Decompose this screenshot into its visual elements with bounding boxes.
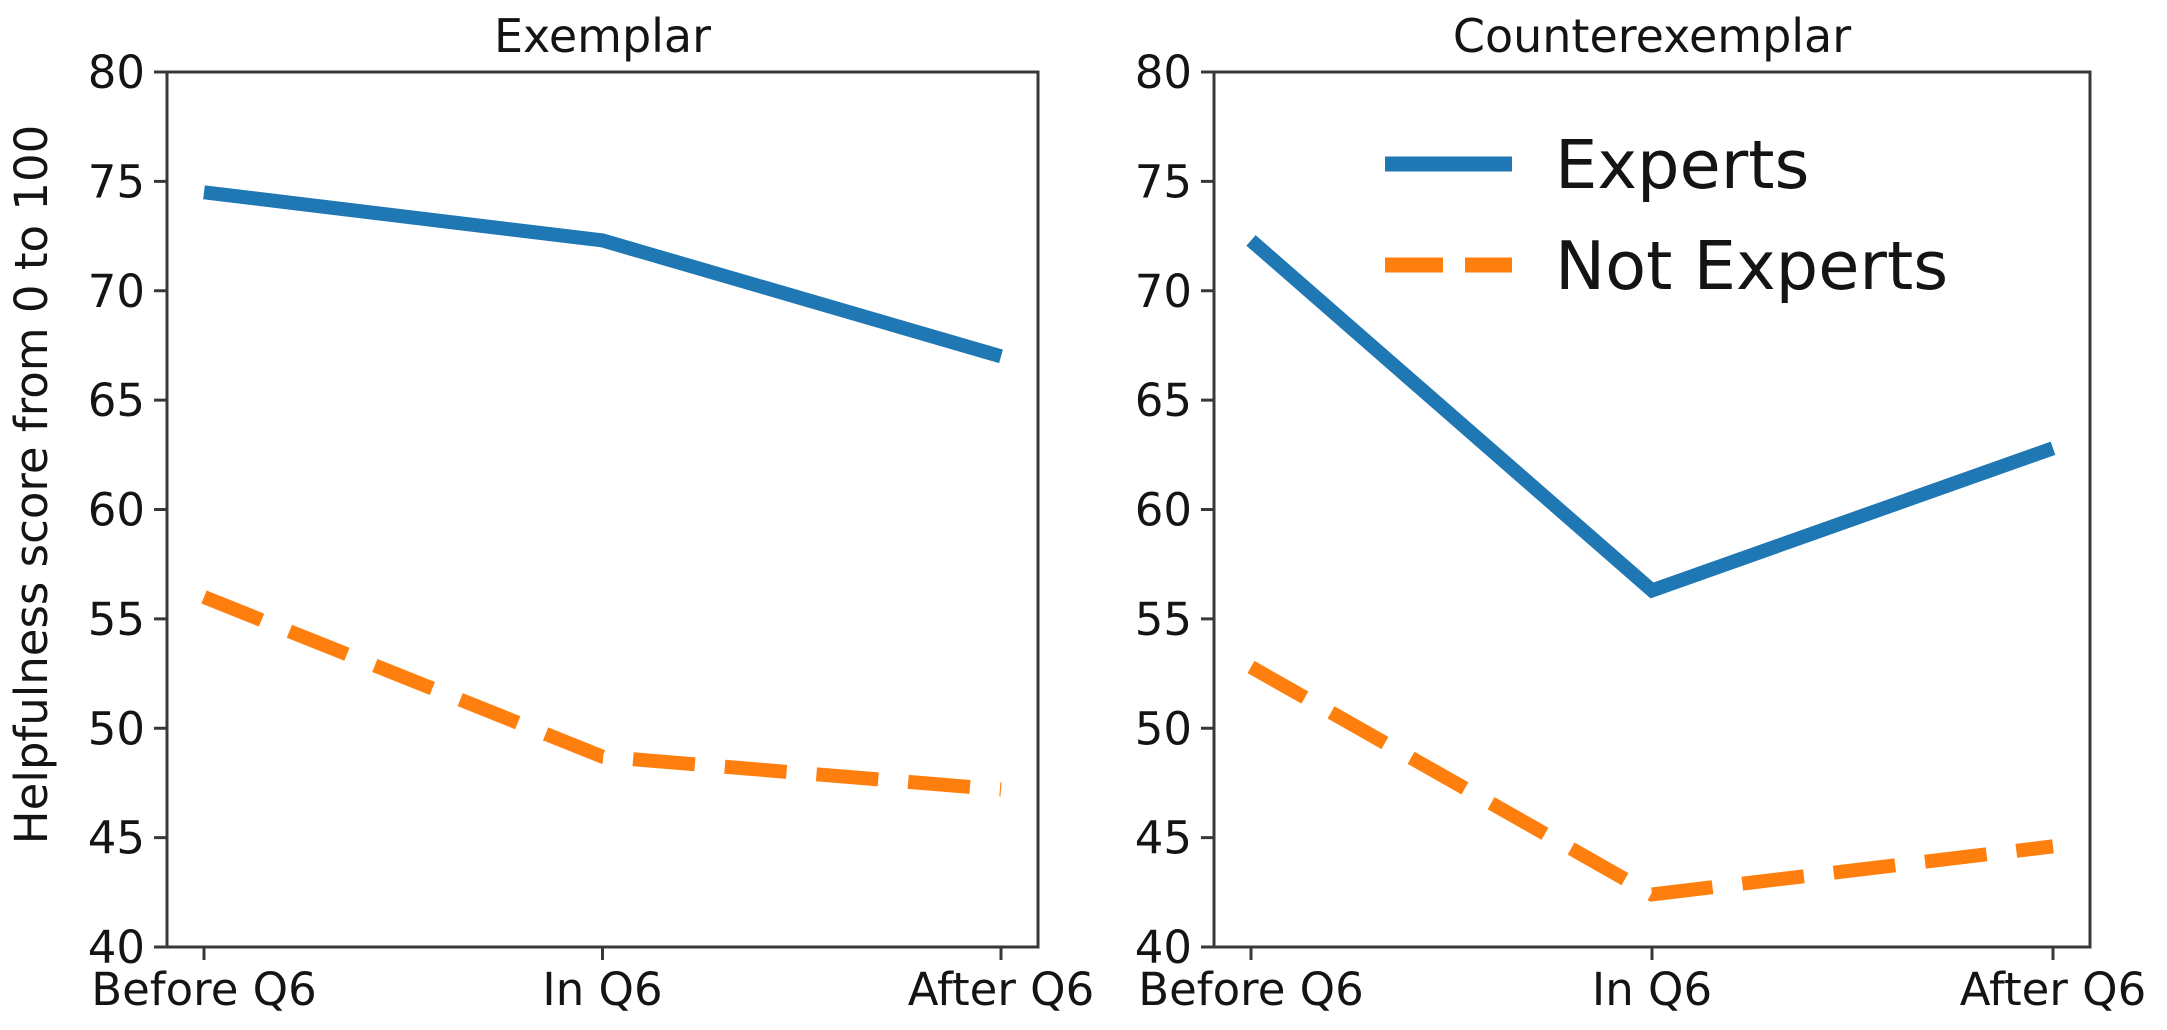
x-tick-label: In Q6 xyxy=(542,963,662,1016)
y-tick-label: 75 xyxy=(88,155,145,208)
y-tick-label: 40 xyxy=(1135,921,1192,974)
chart-title: Counterexemplar xyxy=(1453,9,1851,63)
y-tick-label: 50 xyxy=(88,702,145,755)
y-tick-label: 50 xyxy=(1135,702,1192,755)
y-tick-label: 55 xyxy=(1135,593,1192,646)
series-line-not-experts xyxy=(1247,660,2054,902)
x-tick-label: Before Q6 xyxy=(91,963,316,1016)
y-tick-label: 70 xyxy=(1135,265,1192,318)
series-line-experts xyxy=(203,185,1003,364)
y-tick-label: 40 xyxy=(88,921,145,974)
y-tick-label: 60 xyxy=(1135,484,1192,537)
x-tick-label: After Q6 xyxy=(1960,963,2146,1016)
y-tick-label: 75 xyxy=(1135,155,1192,208)
series-line-experts xyxy=(1246,235,2056,599)
x-tick-label: After Q6 xyxy=(908,963,1094,1016)
counterexemplar-chart: Counterexemplar 40 45 50 55 60 65 70 75 80 Before … xyxy=(1135,9,2146,1016)
exemplar-chart: Exemplar 40 45 50 55 60 65 70 75 80 Before Q6 In Q6… xyxy=(5,9,1094,1016)
y-axis-label: Helpfulness score from 0 to 100 xyxy=(5,125,58,844)
chart-title: Exemplar xyxy=(494,9,711,63)
y-tick-label: 60 xyxy=(88,484,145,537)
y-tick-label: 55 xyxy=(88,593,145,646)
y-tick-label: 70 xyxy=(88,265,145,318)
x-tick-label: Before Q6 xyxy=(1138,963,1363,1016)
y-tick-label: 80 xyxy=(88,46,145,99)
y-tick-label: 45 xyxy=(1135,812,1192,865)
legend-label: Experts xyxy=(1555,126,1809,204)
y-tick-label: 80 xyxy=(1135,46,1192,99)
y-tick-label: 45 xyxy=(88,812,145,865)
y-tick-label: 65 xyxy=(1135,374,1192,427)
legend-label: Not Experts xyxy=(1555,227,1948,305)
series-line-not-experts xyxy=(201,590,1002,797)
x-tick-label: In Q6 xyxy=(1592,963,1712,1016)
y-tick-label: 65 xyxy=(88,374,145,427)
